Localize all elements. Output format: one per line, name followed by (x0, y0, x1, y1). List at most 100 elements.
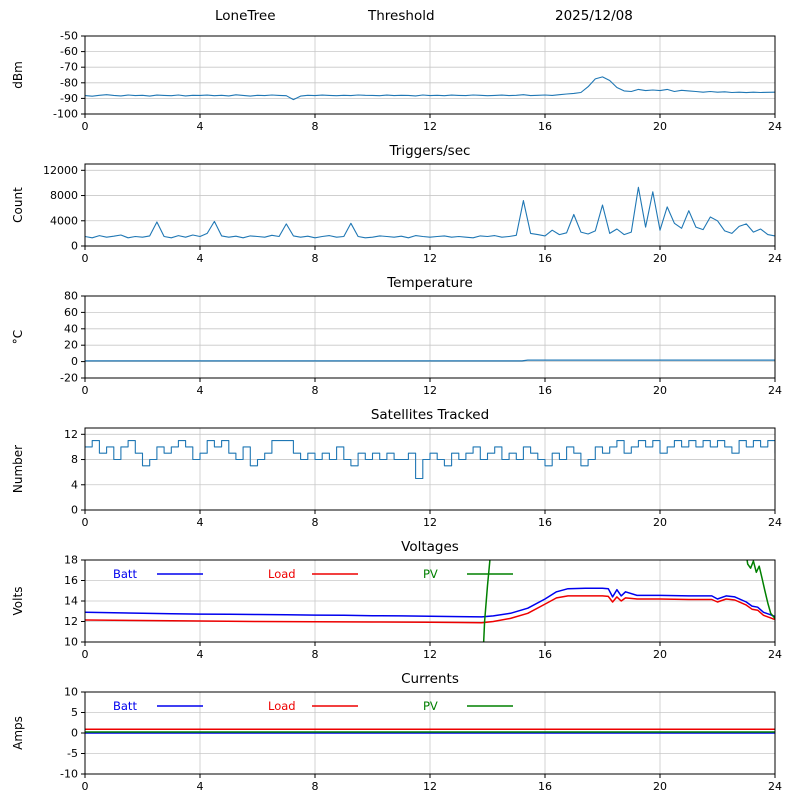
x-tick-label: 24 (768, 648, 782, 661)
y-tick-label: 16 (64, 574, 78, 587)
x-tick-label: 20 (653, 120, 667, 133)
x-tick-label: 12 (423, 384, 437, 397)
y-tick-label: 12 (64, 428, 78, 441)
y-tick-label: 8000 (50, 189, 78, 202)
x-tick-label: 24 (768, 252, 782, 265)
legend-label-PV: PV (423, 567, 438, 581)
y-tick-label: -5 (67, 747, 78, 760)
series-PV (482, 560, 775, 642)
chart-triggers-per-sec: 0 4 8 12 16 20 24 0 4000 8000 12000 Triggers/sec Cou… (11, 143, 782, 265)
chart-title: Satellites Tracked (371, 407, 489, 423)
y-tick-label: 8 (71, 453, 78, 466)
y-tick-label: 40 (64, 322, 78, 335)
series-group (85, 76, 775, 101)
x-tick-label: 16 (538, 120, 552, 133)
x-tick-label: 20 (653, 384, 667, 397)
x-tick-label: 24 (768, 384, 782, 397)
chart-voltages: 0 4 8 12 16 20 24 10 12 14 16 18 Voltages Volts Batt Lo… (11, 539, 782, 661)
x-tick-label: 0 (82, 516, 89, 529)
y-axis-label: Number (11, 445, 25, 493)
chart-temperature: 0 4 8 12 16 20 24 -20 0 20 40 60 80 Temperature °C (11, 275, 782, 397)
x-tick-label: 4 (197, 516, 204, 529)
grid (84, 428, 776, 511)
x-tick-label: 24 (768, 120, 782, 133)
legend-label-Load: Load (268, 699, 296, 713)
x-tick-label: 8 (312, 384, 319, 397)
series-group (85, 440, 775, 480)
grid (84, 295, 776, 379)
y-tick-label: 12 (64, 615, 78, 628)
y-tick-label: 0 (71, 727, 78, 740)
y-tick-label: 4000 (50, 214, 78, 227)
x-tick-label: 0 (82, 120, 89, 133)
x-tick-label: 16 (538, 648, 552, 661)
x-tick-label: 4 (197, 252, 204, 265)
x-tick-label: 24 (768, 516, 782, 529)
y-axis-label: dBm (11, 61, 25, 89)
y-tick-label: 5 (71, 706, 78, 719)
y-tick-label: 0 (71, 504, 78, 517)
x-tick-label: 8 (312, 648, 319, 661)
x-tick-label: 24 (768, 780, 782, 793)
series-Temp (85, 359, 775, 362)
grid (84, 164, 776, 247)
y-tick-label: -70 (60, 61, 78, 74)
x-tick-label: 8 (312, 120, 319, 133)
x-tick-label: 0 (82, 648, 89, 661)
legend-label-Batt: Batt (113, 567, 137, 581)
y-tick-label: 60 (64, 306, 78, 319)
y-tick-label: -50 (60, 30, 78, 43)
station-name: LoneTree (215, 8, 276, 24)
y-tick-label: 4 (71, 478, 78, 491)
y-tick-label: 0 (71, 240, 78, 253)
chart-title: Voltages (401, 539, 459, 555)
x-tick-label: 12 (423, 252, 437, 265)
x-tick-label: 4 (197, 780, 204, 793)
legend: Batt Load PV (113, 699, 513, 713)
y-tick-label: -10 (60, 768, 78, 781)
legend-label-PV: PV (423, 699, 438, 713)
x-tick-label: 0 (82, 384, 89, 397)
x-tick-label: 4 (197, 120, 204, 133)
x-tick-label: 8 (312, 780, 319, 793)
x-tick-label: 12 (423, 648, 437, 661)
chart-title: Triggers/sec (389, 143, 471, 159)
chart-currents: 0 4 8 12 16 20 24 -10 -5 0 5 10 Currents Amps Batt Load… (11, 671, 782, 793)
series-Signal (85, 76, 775, 101)
chart-signal-dbm: 0 4 8 12 16 20 24 -100 -90 -80 -70 -60 -50 dBm (11, 30, 782, 134)
y-tick-label: -90 (60, 92, 78, 105)
y-tick-label: 18 (64, 554, 78, 567)
series-Load (85, 595, 775, 624)
chart-satellites-tracked: 0 4 8 12 16 20 24 0 4 8 12 Satellites Tracked Number (11, 407, 782, 529)
chart-title: Currents (401, 671, 459, 687)
series-group (85, 560, 775, 642)
x-tick-label: 12 (423, 120, 437, 133)
series-Triggers (85, 186, 775, 239)
x-tick-label: 4 (197, 648, 204, 661)
x-tick-label: 0 (82, 252, 89, 265)
series-Batt (85, 587, 775, 618)
x-tick-label: 20 (653, 780, 667, 793)
legend-label-Load: Load (268, 567, 296, 581)
page-title: Threshold (368, 8, 435, 24)
x-tick-label: 8 (312, 516, 319, 529)
x-tick-label: 20 (653, 252, 667, 265)
x-tick-label: 12 (423, 780, 437, 793)
y-tick-label: 20 (64, 339, 78, 352)
y-tick-label: 10 (64, 686, 78, 699)
y-axis-label: Count (11, 187, 25, 223)
y-tick-label: 80 (64, 290, 78, 303)
legend-label-Batt: Batt (113, 699, 137, 713)
x-tick-label: 12 (423, 516, 437, 529)
x-tick-label: 16 (538, 516, 552, 529)
y-tick-label: 12000 (43, 164, 78, 177)
y-tick-label: -60 (60, 45, 78, 58)
y-tick-label: -20 (60, 372, 78, 385)
series-group (85, 186, 775, 239)
x-tick-label: 16 (538, 384, 552, 397)
legend: Batt Load PV (113, 567, 513, 581)
chart-title: Temperature (386, 275, 473, 291)
x-tick-label: 20 (653, 516, 667, 529)
x-tick-label: 16 (538, 252, 552, 265)
y-axis-label: °C (11, 330, 25, 344)
